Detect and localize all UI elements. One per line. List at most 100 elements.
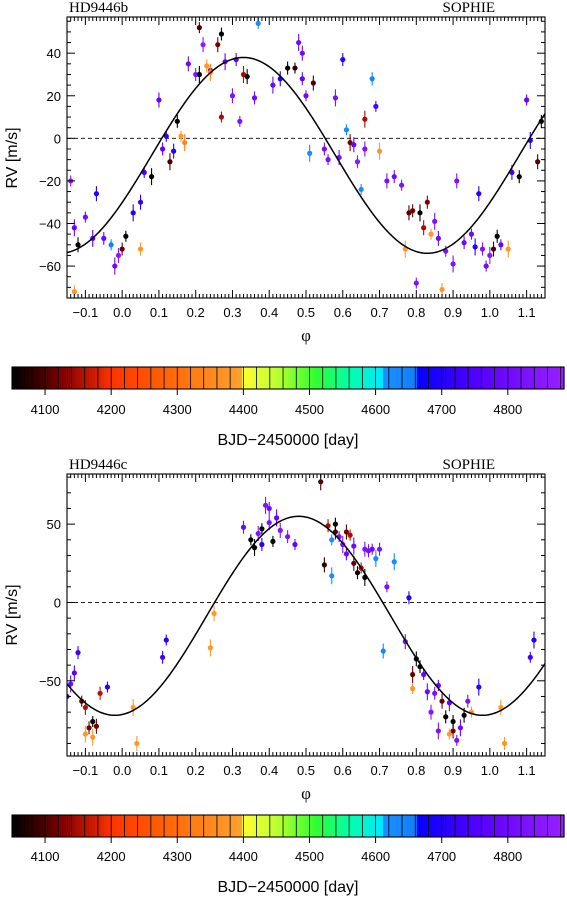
colorbar-segment <box>97 815 102 837</box>
colorbar-segment <box>551 815 556 837</box>
colorbar-segment <box>340 815 344 837</box>
model-curve <box>67 515 545 717</box>
x-tick-label: 0.2 <box>187 305 205 320</box>
colorbar-segment <box>478 367 482 389</box>
point-marker <box>413 280 419 286</box>
colorbar-tick-label: 4500 <box>295 849 324 864</box>
data-point <box>79 695 85 707</box>
colorbar-segment <box>432 815 436 837</box>
colorbar-segment <box>468 815 473 837</box>
data-point <box>160 650 166 664</box>
data-point <box>391 553 397 571</box>
colorbar-segment <box>557 367 562 389</box>
colorbar-segment <box>263 815 268 837</box>
data-point <box>380 643 386 659</box>
colorbar-segment <box>481 367 485 389</box>
colorbar-segment <box>33 815 38 837</box>
point-marker <box>465 698 471 704</box>
colorbar-segment <box>257 367 261 389</box>
instrument-label: SOPHIE <box>442 457 495 473</box>
point-marker <box>362 146 368 152</box>
point-marker <box>417 210 423 216</box>
colorbar-segment <box>119 367 123 389</box>
colorbar-frame <box>11 366 565 390</box>
point-marker <box>483 263 489 269</box>
colorbar-segment <box>260 367 265 389</box>
point-marker <box>435 728 441 734</box>
point-marker <box>376 148 383 154</box>
colorbar-segment <box>208 815 212 837</box>
colorbar-label: BJD−2450000 [day] <box>218 879 359 896</box>
colorbar-segment <box>306 815 311 837</box>
point-marker <box>358 186 364 193</box>
colorbar-segment <box>51 815 56 837</box>
colorbar-segment <box>48 367 53 389</box>
point-marker <box>424 199 430 205</box>
y-tick-label: −60 <box>39 259 61 274</box>
point-marker <box>310 80 316 86</box>
point-marker <box>524 97 530 103</box>
point-marker <box>255 20 261 26</box>
x-tick-label: 0.1 <box>150 305 168 320</box>
colorbar-segment <box>435 367 439 389</box>
panel-hd9446c: HD9446c SOPHIE −0.1 0.0 0.1 0.2 0.3 0.4 0.5 0.6… <box>4 457 546 803</box>
colorbar-segment <box>156 815 160 837</box>
colorbar-segment <box>238 367 243 389</box>
colorbar-segment <box>70 815 74 837</box>
colorbar-segment <box>100 815 105 837</box>
colorbar-segment <box>177 367 182 389</box>
data-point <box>468 228 475 240</box>
point-marker <box>498 242 504 248</box>
colorbar-segment <box>386 367 390 389</box>
point-marker <box>343 551 350 557</box>
colorbar-segment <box>217 367 222 389</box>
data-point <box>435 230 441 246</box>
data-point <box>218 27 225 41</box>
colorbar-segment <box>376 815 381 837</box>
data-point <box>71 219 77 237</box>
data-point <box>259 523 265 535</box>
data-point <box>340 53 346 67</box>
colorbar-segment <box>318 367 323 389</box>
colorbar-segment <box>235 815 240 837</box>
point-marker <box>476 684 482 690</box>
point-marker <box>68 681 74 687</box>
colorbar-segment <box>45 367 50 389</box>
data-point <box>421 669 427 681</box>
point-marker <box>251 95 258 101</box>
data-point <box>476 186 482 202</box>
colorbar-segment <box>278 815 283 837</box>
point-marker <box>439 286 445 293</box>
colorbar-segment <box>309 367 314 389</box>
colorbar-segment <box>327 815 332 837</box>
x-tick-label: 0.8 <box>407 305 425 320</box>
y-tick-label: 40 <box>47 46 61 61</box>
data-point <box>384 173 390 189</box>
colorbar-segment <box>511 815 516 837</box>
colorbar-segment <box>143 815 148 837</box>
colorbar-segment <box>493 367 498 389</box>
colorbar-segment <box>91 367 96 389</box>
colorbar-segment <box>165 367 169 389</box>
x-tick-label: 0.4 <box>260 763 278 778</box>
data-point <box>329 534 335 546</box>
point-marker <box>71 225 77 231</box>
point-marker <box>163 637 169 643</box>
colorbar-segment <box>24 815 28 837</box>
colorbar-segment <box>174 815 179 837</box>
colorbar-segment <box>100 367 105 389</box>
point-marker <box>75 242 81 248</box>
colorbar-segment <box>291 815 295 837</box>
colorbar-tick-label: 4600 <box>361 402 390 417</box>
point-marker <box>200 42 206 48</box>
colorbar-segment <box>441 367 445 389</box>
colorbar-segment <box>257 815 261 837</box>
colorbar-segment <box>30 367 35 389</box>
data-point <box>321 142 327 156</box>
colorbar-segment <box>330 367 335 389</box>
data-point <box>270 535 276 547</box>
data-point <box>472 238 478 256</box>
point-marker <box>259 526 265 532</box>
y-tick-label: 20 <box>47 89 61 104</box>
